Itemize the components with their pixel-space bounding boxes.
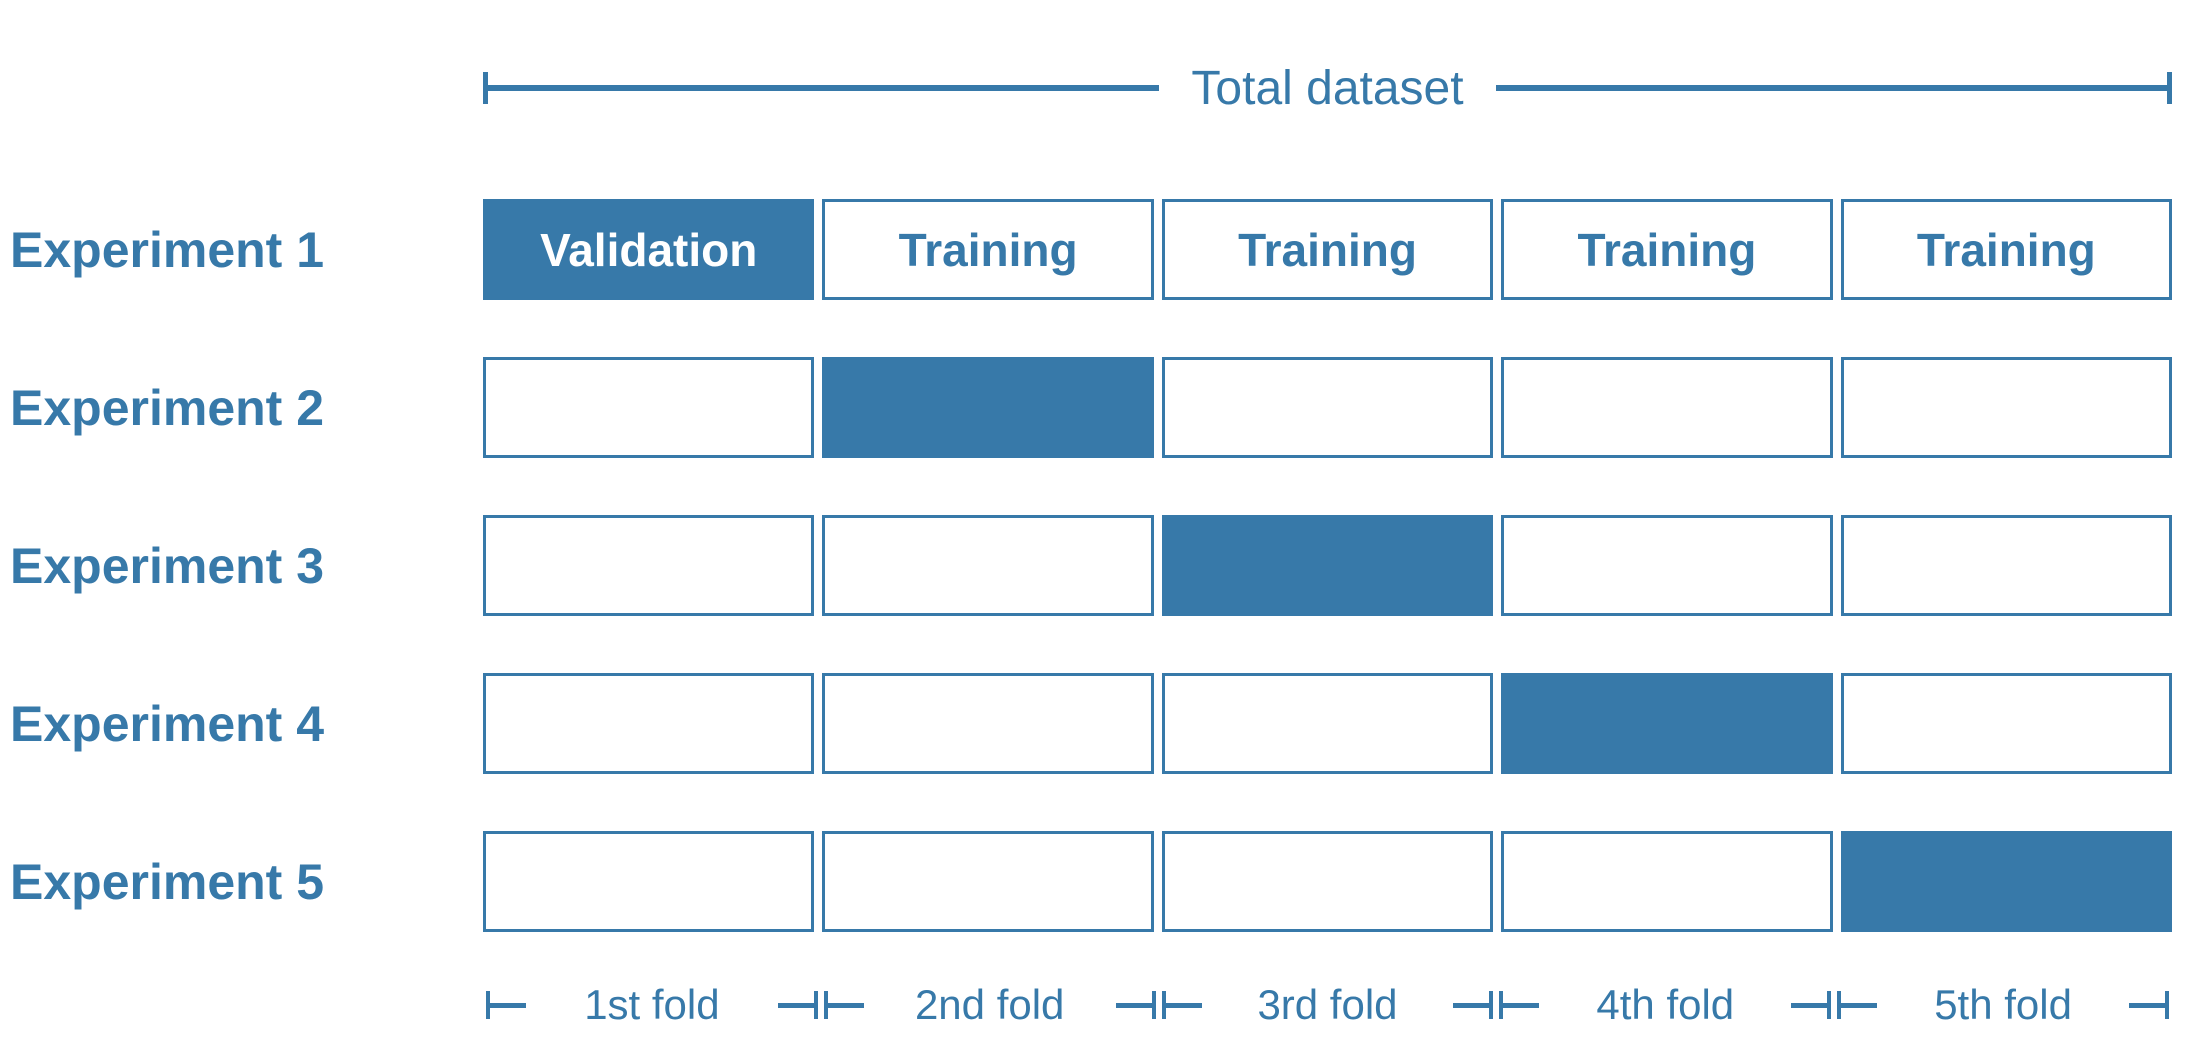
fold-right-tick-icon [1489,991,1494,1019]
fold-segment: 2nd fold [821,978,1159,1032]
fold-right-tick-icon [2164,991,2169,1019]
fold-left-dash [827,1002,864,1008]
training-cell [1501,357,1833,458]
experiment-row: Experiment 1 Validation Training Training Tr… [0,199,2196,300]
training-cell [1161,357,1494,458]
fold-left-dash [1165,1002,1202,1008]
experiment-row: Experiment 4 [0,673,2196,774]
total-dataset-label: Total dataset [1191,61,1464,115]
experiment-label: Experiment 2 [10,379,325,436]
training-cell [1161,831,1494,932]
validation-cell [822,357,1154,458]
training-cell [483,515,815,616]
training-cell [1161,673,1494,774]
training-cell: Training [1840,199,2173,300]
training-cell [822,673,1154,774]
fold-segment: 3rd fold [1159,978,1497,1032]
cell-label: Training [1577,223,1757,276]
fold-left-dash [1503,1002,1540,1008]
experiment-label: Experiment 3 [10,537,325,594]
experiment-row: Experiment 5 [0,831,2196,932]
fold-left-tick-icon [1499,991,1504,1019]
fold-left-dash [1841,1002,1878,1008]
training-cell [1840,357,2173,458]
fold-right-dash [1791,1002,1828,1008]
training-cell [822,515,1154,616]
cell-label: Training [898,223,1078,276]
training-cell [1840,673,2173,774]
cell-label: Training [1916,223,2096,276]
experiment-cells [483,357,2173,458]
experiment-label: Experiment 4 [10,695,325,752]
fold-left-dash [490,1002,526,1008]
training-cell [1501,831,1833,932]
fold-axis: 1st fold 2nd fold 3rd fold 4th fold 5th fold [483,978,2172,1032]
validation-cell: Validation [483,199,815,300]
bracket-left-tick-icon [483,72,488,104]
experiment-cells [483,831,2173,932]
fold-segment: 5th fold [1834,978,2172,1032]
cell-label: Training [1238,223,1417,276]
validation-cell [1501,673,1833,774]
fold-label: 5th fold [1934,981,2072,1028]
fold-right-tick-icon [813,991,818,1019]
total-dataset-bracket: Total dataset [483,62,2172,115]
fold-left-tick-icon [1161,991,1166,1019]
fold-left-tick-icon [823,991,828,1019]
fold-label: 2nd fold [914,981,1065,1028]
fold-segment: 1st fold [483,978,821,1032]
training-cell: Training [822,199,1154,300]
experiment-row: Experiment 2 [0,357,2196,458]
experiment-label: Experiment 5 [10,853,325,910]
fold-label: 4th fold [1596,981,1735,1028]
fold-segment: 4th fold [1496,978,1834,1032]
training-cell: Training [1501,199,1833,300]
fold-label: 3rd fold [1257,981,1398,1028]
training-cell [1501,515,1833,616]
cell-label: Validation [540,223,758,276]
fold-right-dash [777,1002,814,1008]
fold-right-dash [2128,1002,2165,1008]
training-cell [483,357,815,458]
training-cell [1840,515,2173,616]
experiment-row: Experiment 3 [0,515,2196,616]
experiment-label: Experiment 1 [10,221,325,278]
training-cell [483,673,815,774]
fold-left-tick-icon [1837,991,1842,1019]
training-cell: Training [1161,199,1494,300]
bracket-line-right [1495,85,2167,91]
fold-left-tick-icon [486,991,490,1019]
fold-right-dash [1115,1002,1152,1008]
experiment-cells [483,673,2173,774]
bracket-right-tick-icon [2167,72,2172,104]
training-cell [822,831,1154,932]
bracket-line-left [488,85,1160,91]
validation-cell [1840,831,2173,932]
experiment-cells: Validation Training Training Training Traini… [483,199,2173,300]
validation-cell [1161,515,1494,616]
fold-right-tick-icon [1151,991,1156,1019]
experiment-cells [483,515,2173,616]
fold-right-tick-icon [1827,991,1832,1019]
training-cell [483,831,815,932]
fold-label: 1st fold [584,981,720,1028]
fold-right-dash [1453,1002,1490,1008]
